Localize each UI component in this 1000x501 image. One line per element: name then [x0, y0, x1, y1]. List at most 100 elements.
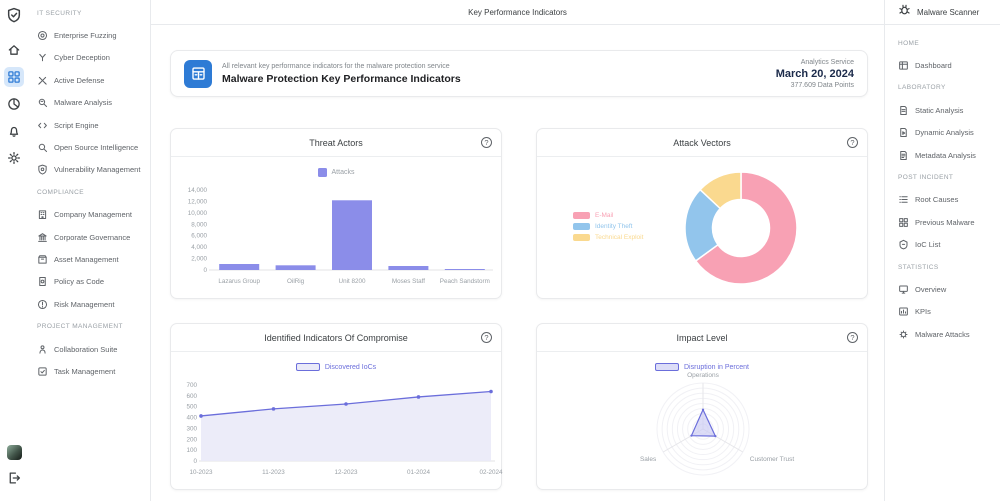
nav-item-root-causes[interactable]: Root Causes	[898, 189, 998, 211]
static-analysis-icon	[900, 105, 907, 115]
policy-doc-icon	[39, 277, 46, 287]
user-avatar[interactable]	[6, 445, 22, 460]
nav-item-asset-management[interactable]: Asset Management	[37, 248, 148, 270]
rail-analytics-pie-icon[interactable]	[4, 94, 24, 114]
nav-item-active-defense[interactable]: Active Defense	[37, 69, 148, 91]
charts-grid: Threat Actors ? Attacks 0 2,000 4,000 6,000…	[170, 128, 868, 490]
scanner-header[interactable]: Malware Scanner	[885, 0, 1000, 25]
nav-item-ioc-list[interactable]: IoC List	[898, 234, 998, 256]
nav-item-label: Risk Management	[54, 299, 115, 309]
svg-text:14,000: 14,000	[188, 187, 208, 194]
help-icon[interactable]: ?	[847, 332, 858, 343]
nav-item-label: Malware Analysis	[54, 98, 112, 108]
code-icon	[38, 122, 47, 128]
nav-item-static-analysis[interactable]: Static Analysis	[898, 99, 998, 121]
bug-icon	[898, 3, 911, 21]
svg-text:10-2023: 10-2023	[189, 469, 213, 476]
right-sidebar: Malware Scanner HOME Dashboard LABORATORY S…	[885, 0, 1000, 501]
rail-home-icon[interactable]	[4, 40, 24, 60]
chart-card-attack-vectors: Attack Vectors ? E-Mail Identity Theft Tec…	[536, 128, 868, 299]
monitor-icon	[899, 285, 908, 294]
kpi-dashboard-icon	[191, 67, 205, 80]
legend-label: Disruption in Percent	[684, 363, 749, 371]
nav-item-previous-malware[interactable]: Previous Malware	[898, 211, 998, 233]
kpi-chart-icon	[899, 307, 908, 316]
svg-text:0: 0	[203, 267, 207, 274]
nav-item-kpis[interactable]: KPIs	[898, 301, 998, 323]
nav-item-enterprise-fuzzing[interactable]: Enterprise Fuzzing	[37, 24, 148, 46]
radar-chart-body: Disruption in Percent Operations Customer…	[537, 352, 867, 489]
svg-text:Unit 8200: Unit 8200	[339, 278, 366, 285]
nav-item-cyber-deception[interactable]: Cyber Deception	[37, 47, 148, 69]
nav-item-label: Enterprise Fuzzing	[54, 31, 117, 41]
nav-item-label: Overview	[915, 284, 947, 294]
rail-settings-gear-icon[interactable]	[4, 148, 24, 168]
main-area: Key Performance Indicators All relevant …	[150, 0, 885, 501]
rail-notifications-bell-icon[interactable]	[4, 121, 24, 141]
analytics-service-label: Analytics Service	[800, 58, 854, 66]
nav-item-dynamic-analysis[interactable]: Dynamic Analysis	[898, 122, 998, 144]
legend-label: Attacks	[331, 169, 355, 176]
chart-title: Attack Vectors	[673, 137, 731, 148]
help-icon[interactable]: ?	[847, 137, 858, 148]
dashboard-grid-icon	[8, 71, 20, 83]
nav-item-risk-management[interactable]: Risk Management	[37, 293, 148, 315]
rail-logout[interactable]	[4, 468, 24, 488]
rail-dashboard-grid-icon[interactable]	[4, 67, 24, 87]
nav-section-title: LABORATORY	[898, 84, 946, 92]
nav-item-vulnerability-management[interactable]: Vulnerability Management	[37, 159, 148, 181]
chart-legend: Attacks	[171, 168, 501, 177]
badge-icon	[899, 239, 908, 250]
svg-text:OilRig: OilRig	[287, 278, 305, 285]
svg-text:500: 500	[186, 404, 197, 411]
nav-item-dashboard[interactable]: Dashboard	[898, 54, 998, 76]
nav-item-open-source-intelligence[interactable]: Open Source Intelligence	[37, 136, 148, 158]
svg-text:11-2023: 11-2023	[262, 469, 285, 476]
legend-item-identity-theft: Identity Theft	[573, 223, 643, 230]
nav-item-corporate-governance[interactable]: Corporate Governance	[37, 226, 148, 248]
page-title: Key Performance Indicators	[468, 7, 567, 17]
chart-title: Impact Level	[676, 332, 728, 343]
svg-text:100: 100	[186, 447, 197, 454]
grid-icon	[899, 217, 908, 227]
line-chart-body: Discovered IoCs 0 100 200 300 400 500 600 700 10…	[171, 352, 503, 489]
help-icon[interactable]: ?	[481, 137, 492, 148]
notifications-bell-icon	[9, 126, 19, 137]
svg-text:12-2023: 12-2023	[334, 469, 358, 476]
target-icon	[37, 31, 48, 41]
nav-item-script-engine[interactable]: Script Engine	[37, 114, 148, 136]
people-icon	[39, 344, 46, 354]
nav-item-task-management[interactable]: Task Management	[37, 360, 148, 382]
nav-item-label: Corporate Governance	[54, 232, 131, 242]
radar-chart: Operations Customer Trust Sales	[640, 372, 795, 476]
nav-item-malware-analysis[interactable]: Malware Analysis	[37, 92, 148, 114]
nav-item-label: IoC List	[915, 240, 941, 250]
analytics-pie-icon	[8, 98, 20, 110]
summary-subtitle: All relevant key performance indicators …	[222, 62, 450, 70]
svg-text:Customer Trust: Customer Trust	[750, 456, 795, 463]
nav-item-company-management[interactable]: Company Management	[37, 204, 148, 226]
svg-text:Operations: Operations	[687, 372, 720, 379]
nav-item-overview[interactable]: Overview	[898, 278, 998, 300]
help-icon[interactable]: ?	[481, 332, 492, 343]
logout-icon	[9, 472, 21, 484]
chart-legend: Discovered IoCs	[171, 363, 501, 371]
nav-item-label: Open Source Intelligence	[54, 143, 139, 153]
svg-text:4,000: 4,000	[191, 244, 207, 251]
summary-card: All relevant key performance indicators …	[170, 50, 868, 97]
nav-item-collaboration-suite[interactable]: Collaboration Suite	[37, 338, 148, 360]
shield-gear-icon	[38, 165, 47, 176]
legend-label: Technical Exploit	[595, 234, 644, 241]
nav-item-policy-as-code[interactable]: Policy as Code	[37, 271, 148, 293]
svg-text:700: 700	[186, 382, 197, 389]
mask-icon	[39, 54, 46, 62]
svg-text:0: 0	[193, 458, 197, 465]
nav-item-metadata-analysis[interactable]: Metadata Analysis	[898, 144, 998, 166]
card-header: Threat Actors ?	[171, 129, 501, 157]
bar-chart-body: Attacks 0 2,000 4,000 6,000 8,000 10,000 12,00…	[171, 157, 501, 298]
chart-card-iocs: Identified Indicators Of Compromise ? Di…	[170, 323, 503, 490]
nav-item-label: Dynamic Analysis	[915, 128, 974, 138]
scanner-label: Malware Scanner	[917, 7, 980, 17]
nav-item-malware-attacks[interactable]: Malware Attacks	[898, 323, 998, 345]
